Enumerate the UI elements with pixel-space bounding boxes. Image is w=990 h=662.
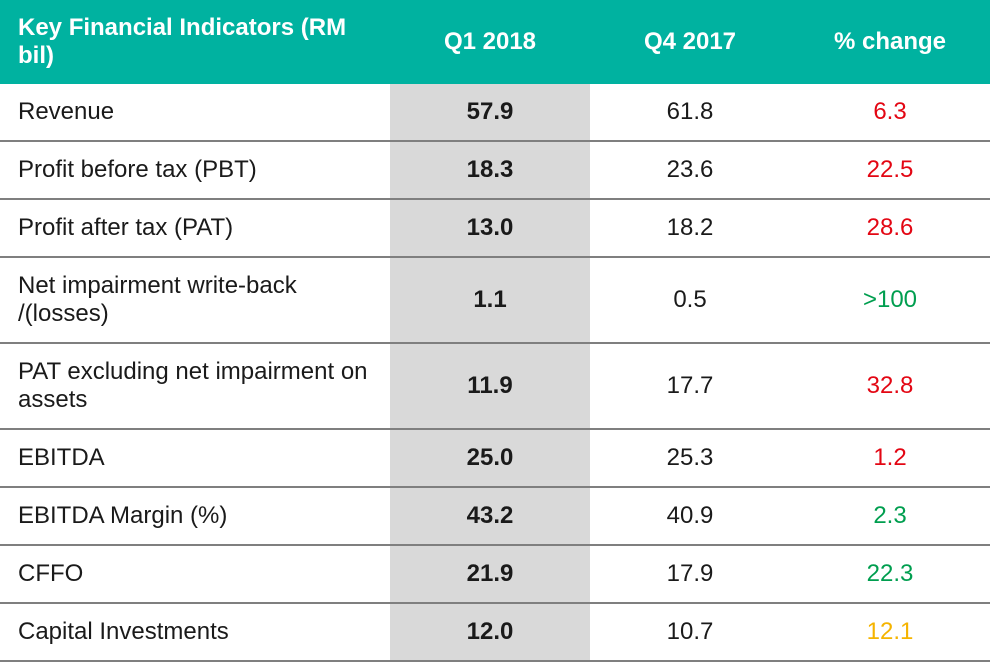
- row-label: Net impairment write-back /(losses): [0, 257, 390, 343]
- row-q4-value: 17.7: [590, 343, 790, 429]
- row-q1-value: 1.1: [390, 257, 590, 343]
- table-row: Capital Investments12.010.712.1: [0, 603, 990, 661]
- col-header-label: Key Financial Indicators (RM bil): [0, 0, 390, 84]
- row-label: PAT excluding net impairment on assets: [0, 343, 390, 429]
- row-q4-value: 17.9: [590, 545, 790, 603]
- row-q1-value: 43.2: [390, 487, 590, 545]
- row-change-value: 32.8: [790, 343, 990, 429]
- row-label: Capital Investments: [0, 603, 390, 661]
- row-change-value: 1.2: [790, 429, 990, 487]
- row-change-value: 22.3: [790, 545, 990, 603]
- row-change-value: 2.3: [790, 487, 990, 545]
- row-change-value: 28.6: [790, 199, 990, 257]
- row-q1-value: 57.9: [390, 84, 590, 141]
- row-q4-value: 18.2: [590, 199, 790, 257]
- row-q4-value: 61.8: [590, 84, 790, 141]
- row-change-value: 12.1: [790, 603, 990, 661]
- col-header-q4: Q4 2017: [590, 0, 790, 84]
- row-q4-value: 40.9: [590, 487, 790, 545]
- col-header-q1: Q1 2018: [390, 0, 590, 84]
- row-q4-value: 0.5: [590, 257, 790, 343]
- row-change-value: >100: [790, 257, 990, 343]
- row-change-value: 22.5: [790, 141, 990, 199]
- table-row: Profit after tax (PAT)13.018.228.6: [0, 199, 990, 257]
- table-row: PAT excluding net impairment on assets11…: [0, 343, 990, 429]
- row-change-value: 6.3: [790, 84, 990, 141]
- table-row: CFFO21.917.922.3: [0, 545, 990, 603]
- table-row: Revenue57.961.86.3: [0, 84, 990, 141]
- row-label: CFFO: [0, 545, 390, 603]
- row-q1-value: 11.9: [390, 343, 590, 429]
- financial-indicators-table: Key Financial Indicators (RM bil) Q1 201…: [0, 0, 990, 662]
- col-header-change: % change: [790, 0, 990, 84]
- row-q4-value: 10.7: [590, 603, 790, 661]
- table-row: Net impairment write-back /(losses)1.10.…: [0, 257, 990, 343]
- table-row: EBITDA25.025.31.2: [0, 429, 990, 487]
- row-q4-value: 25.3: [590, 429, 790, 487]
- row-label: EBITDA: [0, 429, 390, 487]
- row-q1-value: 21.9: [390, 545, 590, 603]
- row-q1-value: 18.3: [390, 141, 590, 199]
- row-q4-value: 23.6: [590, 141, 790, 199]
- row-q1-value: 13.0: [390, 199, 590, 257]
- row-label: Revenue: [0, 84, 390, 141]
- row-q1-value: 25.0: [390, 429, 590, 487]
- row-label: Profit after tax (PAT): [0, 199, 390, 257]
- table-row: Profit before tax (PBT)18.323.622.5: [0, 141, 990, 199]
- row-q1-value: 12.0: [390, 603, 590, 661]
- row-label: EBITDA Margin (%): [0, 487, 390, 545]
- row-label: Profit before tax (PBT): [0, 141, 390, 199]
- table-header-row: Key Financial Indicators (RM bil) Q1 201…: [0, 0, 990, 84]
- table-body: Revenue57.961.86.3Profit before tax (PBT…: [0, 84, 990, 661]
- table-row: EBITDA Margin (%)43.240.92.3: [0, 487, 990, 545]
